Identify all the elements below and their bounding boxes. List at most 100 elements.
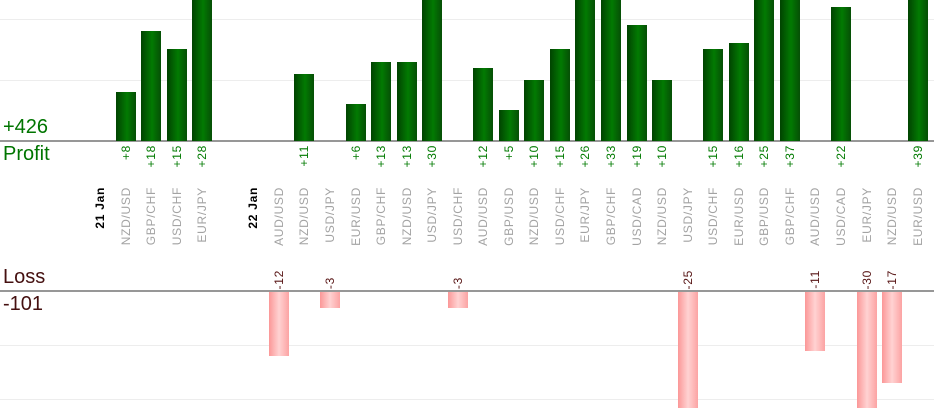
profit-bar [703,49,724,141]
profit-value-label: +15 [706,145,721,168]
pair-label: NZD/USD [399,187,414,246]
pair-label: AUD/USD [808,187,823,246]
loss-value-label: -25 [680,269,695,289]
loss-value-label: -12 [271,269,286,289]
profit-bar [192,0,213,141]
loss-bar [805,292,826,351]
loss-bar [447,292,468,308]
profit-value-label: +15 [552,145,567,168]
profit-bar [371,62,392,141]
pair-label: NZD/USD [885,187,900,246]
profit-bar [473,68,494,141]
profit-value-label: +5 [501,145,516,161]
profit-bar [166,49,187,141]
loss-gridline [0,345,934,346]
pair-label: USD/CHF [552,187,567,246]
pair-label: EUR/USD [910,187,925,246]
pair-label: NZD/USD [297,187,312,246]
pair-label: USD/CHF [706,187,721,246]
profit-bar [601,0,621,141]
loss-bar [319,292,340,308]
profit-value-label: +22 [833,145,848,168]
pair-label: EUR/JPY [859,187,874,243]
pair-label: USD/JPY [322,187,337,243]
pair-label: GBP/CHF [604,187,618,246]
profit-bar [115,92,136,141]
profit-value-label: +10 [527,145,542,168]
profit-bar [294,74,315,141]
profit-bar [422,0,443,141]
pair-label: USD/CAD [833,187,848,246]
pair-label: USD/JPY [680,187,695,243]
pair-label: EUR/USD [348,187,363,246]
loss-value-label: -17 [885,269,900,289]
profit-value-label: +11 [297,145,312,167]
pair-label: NZD/USD [118,187,133,246]
profit-value-label: +12 [476,145,491,168]
profit-bar [141,31,162,141]
profit-value-label: +37 [782,145,797,168]
pair-label: USD/CHF [169,187,184,246]
loss-axis-label: Loss [3,266,46,288]
pair-label: GBP/CHF [144,187,159,246]
profit-value-label: +13 [399,145,414,168]
profit-value-label: +28 [195,145,210,168]
pair-label: USD/CAD [629,187,644,246]
pair-label: NZD/USD [527,187,542,246]
pair-label: GBP/USD [757,187,772,246]
profit-bar [907,0,928,141]
pair-label: EUR/JPY [195,187,210,243]
loss-value-label: -3 [450,276,465,289]
loss-bar [856,292,877,408]
profit-value-label: +16 [731,145,746,168]
loss-value-label: -3 [322,276,337,289]
date-label: 22 Jan [246,187,261,229]
pair-label: USD/CHF [450,187,465,246]
pair-label: USD/JPY [425,187,440,243]
loss-axis-line [0,290,934,292]
pair-label: GBP/CHF [374,187,389,246]
profit-value-label: +25 [757,145,772,168]
profit-value-label: +19 [629,145,644,168]
profit-value-label: +33 [604,145,618,168]
profit-bar [396,62,417,141]
pair-label: AUD/USD [476,187,491,246]
profit-value-label: +6 [348,145,363,161]
pair-label: GBP/CHF [782,187,797,246]
profit-value-label: +26 [578,145,593,168]
profit-bar [345,104,366,141]
profit-bar [728,43,749,141]
profit-value-label: +39 [910,145,925,168]
pair-label: EUR/USD [731,187,746,246]
profit-value-label: +13 [374,145,389,168]
profit-axis-line [0,140,934,142]
pair-label: NZD/USD [655,187,670,246]
profit-total: +426 [3,116,49,138]
profit-bar [549,49,570,141]
pair-label: AUD/USD [271,187,286,246]
loss-total: -101 [3,293,44,315]
profit-bar [652,80,673,141]
date-label: 21 Jan [93,187,107,229]
loss-bar [677,292,698,408]
loss-bar [882,292,903,383]
pair-label: GBP/USD [501,187,516,246]
loss-bar [268,292,289,356]
profit-bar [626,25,647,141]
profit-value-label: +8 [118,145,133,161]
loss-value-label: -30 [859,269,874,289]
profit-value-label: +15 [169,145,184,168]
profit-gridline [0,80,934,81]
profit-value-label: +18 [144,145,159,168]
profit-gridline [0,19,934,20]
profit-value-label: +10 [655,145,670,168]
profit-axis-label: Profit [3,143,50,165]
profit-bar [830,7,851,141]
profit-value-label: +30 [425,145,440,168]
loss-gridline [0,399,934,400]
profit-bar [524,80,545,141]
profit-bar [575,0,596,141]
pair-label: EUR/JPY [578,187,593,243]
loss-value-label: -11 [808,270,823,289]
